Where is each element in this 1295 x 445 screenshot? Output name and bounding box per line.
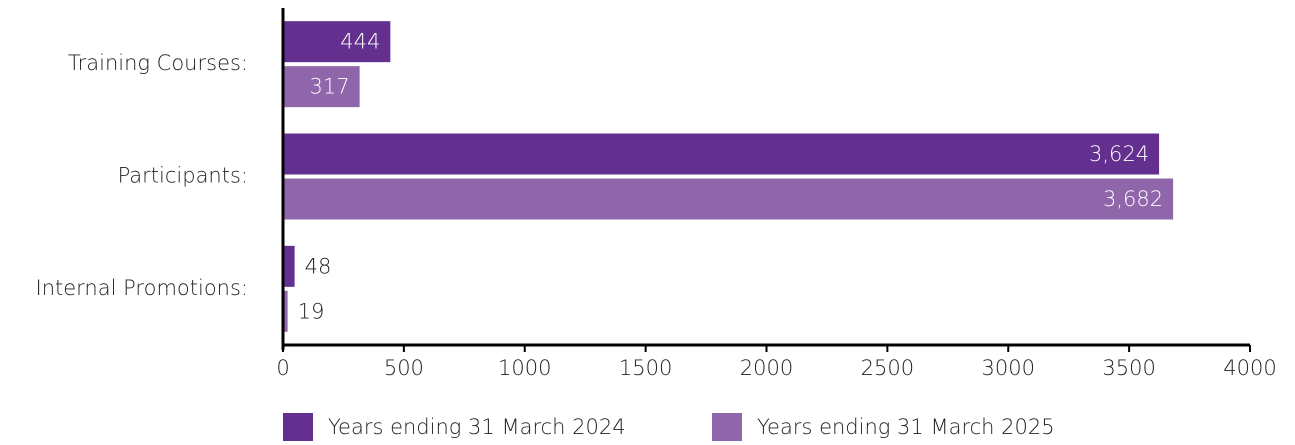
x-tick-label: 2000 — [740, 356, 793, 380]
category-label: Participants: — [118, 164, 248, 188]
legend-label: Years ending 31 March 2025 — [757, 415, 1055, 439]
bar — [283, 245, 295, 287]
value-label: 48 — [305, 254, 332, 278]
x-tick-label: 1000 — [498, 356, 551, 380]
x-tick-label: 2500 — [861, 356, 914, 380]
legend-swatch — [712, 413, 742, 441]
bar — [283, 133, 1160, 175]
category-label: Training Courses: — [68, 51, 248, 75]
bar — [283, 21, 391, 63]
bar — [283, 178, 1174, 220]
x-tick-label: 0 — [276, 356, 289, 380]
legend-label: Years ending 31 March 2024 — [328, 415, 626, 439]
x-tick-label: 1500 — [619, 356, 672, 380]
x-tick-label: 500 — [384, 356, 424, 380]
bar — [283, 66, 360, 108]
value-label: 3,624 — [1089, 142, 1149, 166]
x-tick-label: 3000 — [982, 356, 1035, 380]
category-label: Internal Promotions: — [36, 276, 248, 300]
x-tick-label: 4000 — [1223, 356, 1276, 380]
value-label: 444 — [340, 30, 380, 54]
x-tick-label: 3500 — [1102, 356, 1155, 380]
value-label: 3,682 — [1103, 187, 1163, 211]
legend-swatch — [283, 413, 313, 441]
value-label: 19 — [298, 299, 325, 323]
value-label: 317 — [310, 75, 350, 99]
bar — [283, 290, 288, 332]
